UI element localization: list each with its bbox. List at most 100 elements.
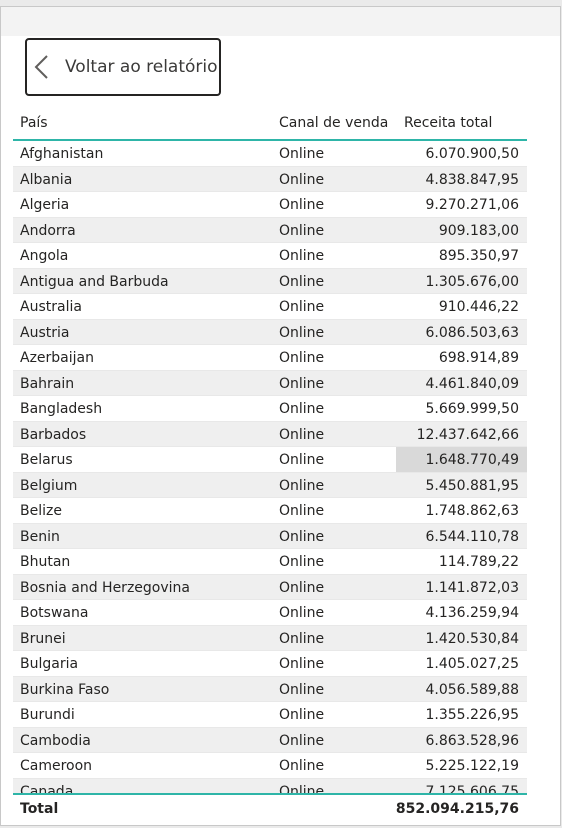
cell-canal: Online <box>279 273 325 290</box>
cell-pais: Afghanistan <box>20 146 104 162</box>
cell-receita: 4.461.840,09 <box>425 375 519 392</box>
cell-receita: 5.225.122,19 <box>425 758 519 774</box>
cell-receita: 6.070.900,50 <box>425 146 519 162</box>
table-row[interactable]: Brunei Online 1.420.530,84 <box>13 625 527 651</box>
column-header-canal[interactable]: Canal de venda <box>279 115 389 131</box>
cell-canal: Online <box>279 707 325 723</box>
cell-receita: 6.863.528,96 <box>425 732 519 749</box>
table-row[interactable]: Belize Online 1.748.862,63 <box>13 498 527 524</box>
table-row[interactable]: Belarus Online 1.648.770,49 <box>13 447 527 473</box>
chevron-left-icon <box>34 55 48 79</box>
table-row[interactable]: Bosnia and Herzegovina Online 1.141.872,03 <box>13 574 527 600</box>
cell-receita: 12.437.642,66 <box>416 426 519 443</box>
cell-canal: Online <box>279 783 325 794</box>
back-button-label: Voltar ao relatório <box>65 57 218 77</box>
back-to-report-button[interactable]: Voltar ao relatório <box>25 38 221 96</box>
table-row[interactable]: Bangladesh Online 5.669.999,50 <box>13 396 527 422</box>
cell-pais: Cambodia <box>20 732 91 749</box>
table-row[interactable]: Albania Online 4.838.847,95 <box>13 166 527 192</box>
cell-canal: Online <box>279 732 325 749</box>
cell-canal: Online <box>279 452 325 468</box>
table-row[interactable]: Canada Online 7.125.606,75 <box>13 778 527 794</box>
cell-receita: 6.544.110,78 <box>425 528 519 545</box>
cell-canal: Online <box>279 528 325 545</box>
top-bar <box>1 7 560 36</box>
cell-pais: Barbados <box>20 426 87 443</box>
table-row[interactable]: Barbados Online 12.437.642,66 <box>13 421 527 447</box>
cell-receita: 7.125.606,75 <box>425 783 519 794</box>
cell-canal: Online <box>279 324 325 341</box>
revenue-cell-highlight <box>396 447 527 472</box>
table-row[interactable]: Bahrain Online 4.461.840,09 <box>13 370 527 396</box>
table-row[interactable]: Andorra Online 909.183,00 <box>13 217 527 243</box>
cell-canal: Online <box>279 426 325 443</box>
table-row[interactable]: Benin Online 6.544.110,78 <box>13 523 527 549</box>
table-row[interactable]: Cameroon Online 5.225.122,19 <box>13 753 527 779</box>
table-row[interactable]: Antigua and Barbuda Online 1.305.676,00 <box>13 268 527 294</box>
table-row[interactable]: Angola Online 895.350,97 <box>13 243 527 269</box>
data-table: País Canal de venda Receita total Afghan… <box>13 103 527 793</box>
cell-pais: Cameroon <box>20 758 93 774</box>
table-row[interactable]: Bhutan Online 114.789,22 <box>13 549 527 575</box>
cell-pais: Belize <box>20 503 62 519</box>
cell-receita: 1.420.530,84 <box>425 630 519 647</box>
total-value: 852.094.215,76 <box>395 801 519 817</box>
cell-pais: Burundi <box>20 707 75 723</box>
cell-receita: 1.748.862,63 <box>425 503 519 519</box>
cell-receita: 698.914,89 <box>438 350 519 366</box>
table-row[interactable]: Algeria Online 9.270.271,06 <box>13 192 527 218</box>
table-body[interactable]: Afghanistan Online 6.070.900,50 Albania Onli… <box>13 141 527 793</box>
cell-receita: 5.450.881,95 <box>425 477 519 494</box>
cell-pais: Belarus <box>20 452 73 468</box>
cell-canal: Online <box>279 401 325 417</box>
cell-pais: Albania <box>20 171 73 188</box>
cell-canal: Online <box>279 554 325 570</box>
cell-canal: Online <box>279 477 325 494</box>
table-row[interactable]: Azerbaijan Online 698.914,89 <box>13 345 527 371</box>
column-header-pais[interactable]: País <box>20 115 48 131</box>
cell-pais: Canada <box>20 783 74 794</box>
cell-canal: Online <box>279 579 325 596</box>
table-row[interactable]: Bulgaria Online 1.405.027,25 <box>13 651 527 677</box>
cell-pais: Austria <box>20 324 70 341</box>
cell-pais: Burkina Faso <box>20 681 110 698</box>
table-row[interactable]: Belgium Online 5.450.881,95 <box>13 472 527 498</box>
cell-receita: 4.056.589,88 <box>425 681 519 698</box>
cell-pais: Bosnia and Herzegovina <box>20 579 190 596</box>
total-label: Total <box>20 801 59 817</box>
cell-canal: Online <box>279 350 325 366</box>
cell-pais: Australia <box>20 299 82 315</box>
cell-pais: Bulgaria <box>20 656 79 672</box>
table-row[interactable]: Botswana Online 4.136.259,94 <box>13 600 527 626</box>
cell-pais: Bangladesh <box>20 401 103 417</box>
cell-canal: Online <box>279 146 325 162</box>
cell-receita: 909.183,00 <box>438 222 519 239</box>
cell-pais: Antigua and Barbuda <box>20 273 169 290</box>
cell-canal: Online <box>279 656 325 672</box>
table-row[interactable]: Austria Online 6.086.503,63 <box>13 319 527 345</box>
cell-pais: Benin <box>20 528 60 545</box>
cell-receita: 1.405.027,25 <box>425 656 519 672</box>
cell-pais: Brunei <box>20 630 66 647</box>
cell-receita: 4.136.259,94 <box>425 605 519 621</box>
table-row[interactable]: Burundi Online 1.355.226,95 <box>13 702 527 728</box>
cell-receita: 6.086.503,63 <box>425 324 519 341</box>
column-header-receita[interactable]: Receita total <box>404 115 493 131</box>
cell-canal: Online <box>279 299 325 315</box>
table-row[interactable]: Cambodia Online 6.863.528,96 <box>13 727 527 753</box>
cell-receita: 4.838.847,95 <box>425 171 519 188</box>
cell-receita: 9.270.271,06 <box>425 197 519 213</box>
total-row: Total 852.094.215,76 <box>13 793 527 825</box>
cell-receita: 5.669.999,50 <box>425 401 519 417</box>
cell-canal: Online <box>279 681 325 698</box>
cell-canal: Online <box>279 197 325 213</box>
cell-canal: Online <box>279 758 325 774</box>
table-row[interactable]: Afghanistan Online 6.070.900,50 <box>13 141 527 167</box>
cell-pais: Angola <box>20 248 69 264</box>
table-header: País Canal de venda Receita total <box>13 103 527 141</box>
table-row[interactable]: Burkina Faso Online 4.056.589,88 <box>13 676 527 702</box>
table-row[interactable]: Australia Online 910.446,22 <box>13 294 527 320</box>
cell-receita: 910.446,22 <box>438 299 519 315</box>
cell-receita: 1.648.770,49 <box>425 452 519 468</box>
cell-receita: 1.305.676,00 <box>425 273 519 290</box>
